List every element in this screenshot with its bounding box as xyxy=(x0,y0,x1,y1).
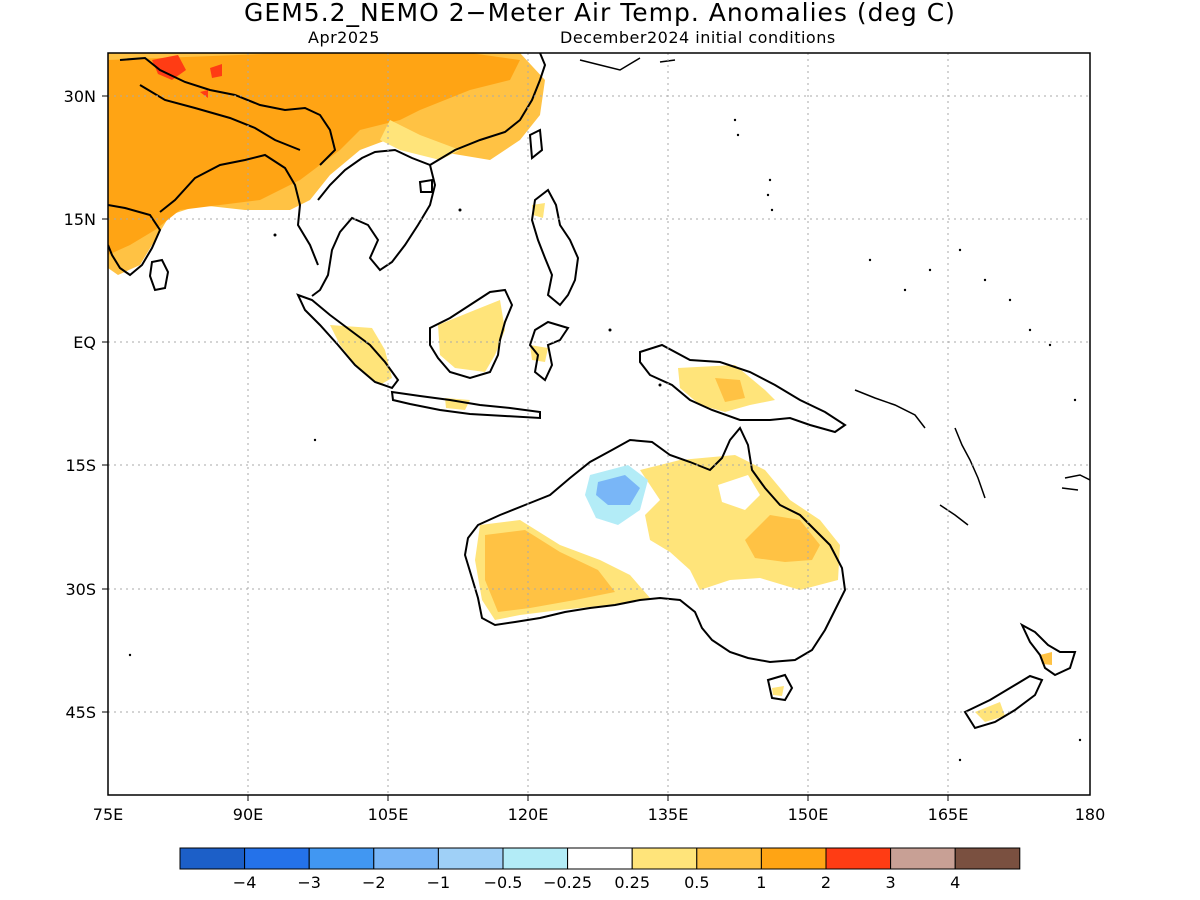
anomaly-shading xyxy=(108,53,1052,722)
solomon-islands-coast xyxy=(854,389,926,429)
lon-tick-label: 180 xyxy=(1075,805,1106,824)
himalaya-border xyxy=(139,84,301,151)
bay-of-bengal-coast xyxy=(159,153,319,266)
color-bar-label: −3 xyxy=(297,873,321,892)
australia-west-strong-area xyxy=(485,530,615,612)
color-bar-label: 3 xyxy=(886,873,896,892)
map-title: GEM5.2_NEMO 2−Meter Air Temp. Anomalies … xyxy=(244,0,956,27)
color-bar-swatch xyxy=(631,847,698,870)
vanuatu-coast xyxy=(954,427,986,499)
color-bar-swatch xyxy=(244,847,310,870)
lon-tick-label: 105E xyxy=(368,805,409,824)
australia-white-gap xyxy=(718,475,760,510)
color-bar-swatch xyxy=(567,847,633,870)
lat-tick-label: 15S xyxy=(65,456,96,475)
lon-tick-label: 75E xyxy=(93,805,123,824)
lon-tick-label: 90E xyxy=(233,805,263,824)
color-bar-label: −0.25 xyxy=(543,873,592,892)
taiwan-coast xyxy=(528,128,544,160)
australia-north-anomaly-area xyxy=(640,455,840,590)
fiji-coast xyxy=(1061,474,1090,491)
color-bar-label: 1 xyxy=(756,873,766,892)
color-bar-swatch xyxy=(696,847,762,870)
lat-tick-label: 30S xyxy=(65,580,96,599)
lon-tick-label: 165E xyxy=(928,805,969,824)
philippines-coast xyxy=(530,188,580,307)
sulawesi-coast xyxy=(528,320,570,382)
color-bar-swatch xyxy=(373,847,439,870)
philippines-anomaly-area xyxy=(532,203,545,218)
sumatra-anomaly-area xyxy=(330,325,392,385)
color-bar-swatch xyxy=(502,847,569,870)
japan-ryukyu-coast xyxy=(579,57,676,71)
lon-tick-label: 135E xyxy=(648,805,689,824)
island-dots xyxy=(128,118,1082,762)
tasmania-anomaly-area xyxy=(772,686,784,696)
color-bar-label: 4 xyxy=(950,873,960,892)
color-bar-label: −4 xyxy=(233,873,257,892)
australia-cold-anomaly-area xyxy=(596,475,640,505)
sri-lanka-coast xyxy=(148,258,170,292)
color-bar-swatch xyxy=(825,847,892,870)
new-guinea-coast xyxy=(639,343,847,434)
color-bar-label: 2 xyxy=(821,873,831,892)
india-coast xyxy=(108,204,162,277)
color-bar-label: 0.5 xyxy=(684,873,709,892)
asia-strong-anomaly-area xyxy=(108,53,520,255)
color-bar-label: −2 xyxy=(362,873,386,892)
borneo-coast xyxy=(429,288,514,380)
new-zealand-south-coast xyxy=(963,674,1044,730)
map-grid xyxy=(108,53,1090,795)
new-guinea-strong-area xyxy=(715,378,745,402)
australia-coast xyxy=(463,426,847,664)
color-bar-swatch xyxy=(308,847,375,870)
asia-border xyxy=(119,56,337,166)
lon-tick-label: 150E xyxy=(788,805,829,824)
australia-east-strong-area xyxy=(745,515,820,562)
asia-pale-anomaly-area xyxy=(380,120,460,160)
asia-hot-spot xyxy=(152,55,186,80)
asia-hot-spot xyxy=(210,64,222,78)
hainan-coast xyxy=(418,178,433,193)
color-bar-label: −0.5 xyxy=(484,873,523,892)
color-bar-label: −1 xyxy=(427,873,451,892)
java-coast xyxy=(390,390,541,420)
color-bar-swatch xyxy=(760,847,827,870)
color-bar-swatch xyxy=(890,847,956,870)
borneo-anomaly-area xyxy=(438,300,505,372)
longitude-labels: 75E 90E 105E 120E 135E 150E 165E 180 xyxy=(93,805,1106,824)
forecast-month: Apr2025 xyxy=(308,28,380,47)
lat-tick-label: EQ xyxy=(73,333,96,352)
map-frame xyxy=(107,52,1091,796)
initial-conditions: December2024 initial conditions xyxy=(560,28,836,47)
lat-tick-label: 30N xyxy=(64,87,96,106)
color-bar-swatch xyxy=(179,847,246,870)
color-bar-swatch xyxy=(437,847,504,870)
lat-tick-label: 45S xyxy=(65,703,96,722)
color-bar-legend: −4 −3 −2 −1 −0.5 −0.25 0.25 0.5 1 2 3 4 xyxy=(179,847,1021,892)
color-bar-label: 0.25 xyxy=(614,873,650,892)
china-coast xyxy=(429,53,547,166)
latitude-labels: 30N 15N EQ 15S 30S 45S xyxy=(64,87,96,722)
coastlines xyxy=(108,53,1090,730)
tick-marks xyxy=(102,95,949,801)
color-bar-swatch xyxy=(954,847,1021,870)
new-zealand-north-coast xyxy=(1019,622,1077,677)
new-caledonia-coast xyxy=(939,504,969,526)
indochina-coast xyxy=(311,148,437,297)
lon-tick-label: 120E xyxy=(508,805,549,824)
tasmania-coast xyxy=(766,673,794,702)
lat-tick-label: 15N xyxy=(64,210,96,229)
sumatra-coast xyxy=(296,293,400,390)
